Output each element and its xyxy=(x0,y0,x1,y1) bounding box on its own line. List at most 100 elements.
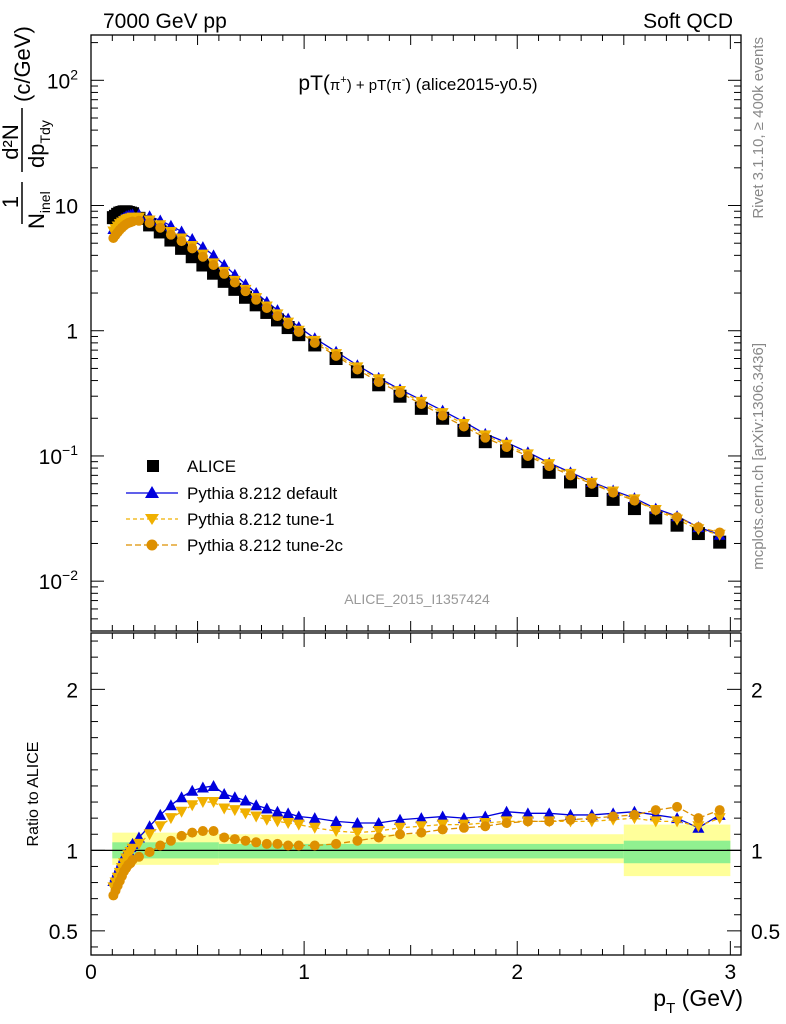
ratio-point-pythia-8-212-tune-2c xyxy=(272,838,283,849)
ratio-point-pythia-8-212-default xyxy=(521,807,534,819)
main-point-pythia-8-212-tune-2c xyxy=(522,450,533,461)
main-point-pythia-8-212-tune-2c xyxy=(565,470,576,481)
legend-entry-default: Pythia 8.212 default xyxy=(126,484,338,503)
y-label-n-inel: Ninel xyxy=(24,191,53,229)
x-tick-label-1: 1 xyxy=(298,961,310,984)
main-point-pythia-8-212-tune-2c xyxy=(208,259,219,270)
main-point-pythia-8-212-tune-2c xyxy=(229,277,240,288)
main-point-pythia-8-212-tune-2c xyxy=(133,215,144,226)
ratio-point-pythia-8-212-tune-2c xyxy=(437,824,448,835)
ratio-point-pythia-8-212-tune-2c xyxy=(650,805,661,816)
ratio-line-pythia-8-212-tune-2c xyxy=(112,806,720,896)
ratio-point-pythia-8-212-tune-1 xyxy=(415,821,428,833)
ratio-point-pythia-8-212-default xyxy=(143,820,156,832)
main-point-pythia-8-212-tune-2c xyxy=(331,350,342,361)
ratio-point-pythia-8-212-default xyxy=(250,799,263,811)
ratio-band-inner-1 xyxy=(218,843,624,859)
main-series-layer xyxy=(106,205,727,549)
main-point-pythia-8-212-tune-2c xyxy=(437,410,448,421)
y-label-denominator: dpTdy xyxy=(24,120,53,168)
ratio-point-pythia-8-212-tune-2c xyxy=(395,829,406,840)
y-tick-label-10: 10 xyxy=(55,196,78,219)
x-tick-label-2: 2 xyxy=(511,961,523,984)
y-tick-label-0.1: 10−1 xyxy=(39,442,79,469)
x-tick-label-3: 3 xyxy=(725,961,737,984)
ratio-y-tick-label-right-0.5: 0.5 xyxy=(751,921,780,944)
ratio-point-pythia-8-212-default xyxy=(271,805,284,817)
header-left-label: 7000 GeV pp xyxy=(103,10,227,33)
main-point-pythia-8-212-default xyxy=(207,249,220,261)
main-point-pythia-8-212-tune-2c xyxy=(251,294,262,305)
ratio-point-pythia-8-212-tune-1 xyxy=(218,803,231,815)
ratio-point-pythia-8-212-tune-2c xyxy=(187,827,198,838)
ratio-point-pythia-8-212-tune-1 xyxy=(271,816,284,828)
ratio-point-pythia-8-212-default xyxy=(308,812,321,824)
ratio-point-pythia-8-212-default xyxy=(239,794,252,806)
main-point-pythia-8-212-tune-2c xyxy=(608,487,619,498)
main-point-pythia-8-212-tune-2c xyxy=(187,243,198,254)
ratio-point-pythia-8-212-tune-2c xyxy=(522,816,533,827)
ratio-point-pythia-8-212-default xyxy=(154,808,167,820)
x-tick-label-0: 0 xyxy=(85,961,97,984)
ratio-point-pythia-8-212-default xyxy=(260,802,273,814)
main-point-alice xyxy=(207,266,221,280)
ratio-point-pythia-8-212-tune-1 xyxy=(175,806,188,818)
ratio-point-pythia-8-212-default xyxy=(415,812,428,824)
legend-marker-tune1 xyxy=(145,514,159,525)
ratio-point-pythia-8-212-tune-2c xyxy=(416,827,427,838)
main-point-pythia-8-212-tune-2c xyxy=(309,337,320,348)
ratio-point-pythia-8-212-tune-2c xyxy=(501,817,512,828)
legend-label-tune2c: Pythia 8.212 tune-2c xyxy=(187,536,343,555)
main-point-pythia-8-212-default xyxy=(196,241,209,253)
ratio-point-pythia-8-212-default xyxy=(351,816,364,828)
main-point-pythia-8-212-tune-2c xyxy=(373,376,384,387)
rivet-info-label: Rivet 3.1.10, ≥ 400k events xyxy=(750,37,767,219)
main-point-pythia-8-212-tune-2c xyxy=(395,387,406,398)
analysis-watermark: ALICE_2015_I1357424 xyxy=(344,591,490,607)
main-point-alice xyxy=(627,502,641,516)
ratio-point-pythia-8-212-default xyxy=(292,810,305,822)
ratio-point-pythia-8-212-tune-2c xyxy=(251,837,262,848)
ratio-point-pythia-8-212-default xyxy=(543,807,556,819)
ratio-point-pythia-8-212-tune-1 xyxy=(207,797,220,809)
ratio-point-pythia-8-212-default xyxy=(372,816,385,828)
main-y-axis-label: 1 Ninel d²N dpTdy (c/GeV) xyxy=(0,26,53,229)
ratio-point-pythia-8-212-default xyxy=(186,784,199,796)
ratio-point-pythia-8-212-tune-2c xyxy=(309,840,320,851)
main-point-alice xyxy=(217,274,231,288)
y-tick-label-0.01: 10−2 xyxy=(39,567,79,594)
main-point-pythia-8-212-tune-2c xyxy=(480,432,491,443)
legend: ALICE Pythia 8.212 default Pythia 8.212 … xyxy=(126,457,343,555)
ratio-point-pythia-8-212-tune-2c xyxy=(176,830,187,841)
main-point-pythia-8-212-tune-2c xyxy=(501,441,512,452)
main-point-pythia-8-212-tune-2c xyxy=(714,527,725,538)
ratio-point-pythia-8-212-tune-1 xyxy=(330,826,343,838)
ratio-point-pythia-8-212-default xyxy=(282,807,295,819)
legend-marker-tune2c xyxy=(146,539,158,551)
main-point-pythia-8-212-tune-2c xyxy=(352,364,363,375)
ratio-point-pythia-8-212-tune-1 xyxy=(292,819,305,831)
ratio-point-pythia-8-212-tune-1 xyxy=(372,826,385,838)
ratio-point-pythia-8-212-tune-2c xyxy=(672,801,683,812)
ratio-point-pythia-8-212-tune-2c xyxy=(352,835,363,846)
ratio-point-pythia-8-212-tune-2c xyxy=(240,835,251,846)
ratio-y-tick-label-right-2: 2 xyxy=(751,679,763,702)
legend-label-default: Pythia 8.212 default xyxy=(187,484,338,503)
main-point-pythia-8-212-tune-2c xyxy=(240,286,251,297)
main-point-pythia-8-212-tune-2c xyxy=(586,478,597,489)
main-point-pythia-8-212-tune-2c xyxy=(219,268,230,279)
main-point-alice xyxy=(175,241,189,255)
ratio-point-pythia-8-212-default xyxy=(228,791,241,803)
ratio-point-pythia-8-212-tune-2c xyxy=(144,846,155,857)
ratio-point-pythia-8-212-tune-2c xyxy=(208,826,219,837)
ratio-point-pythia-8-212-tune-2c xyxy=(544,816,555,827)
ratio-series-layer xyxy=(107,779,726,901)
ratio-point-pythia-8-212-tune-1 xyxy=(260,814,273,826)
ratio-point-pythia-8-212-tune-1 xyxy=(649,816,662,828)
main-point-pythia-8-212-tune-2c xyxy=(165,229,176,240)
ratio-point-pythia-8-212-tune-1 xyxy=(671,816,684,828)
ratio-point-pythia-8-212-tune-1 xyxy=(282,817,295,829)
ratio-point-pythia-8-212-default xyxy=(196,781,209,793)
main-point-pythia-8-212-tune-2c xyxy=(672,512,683,523)
ratio-point-pythia-8-212-tune-1 xyxy=(126,843,139,855)
